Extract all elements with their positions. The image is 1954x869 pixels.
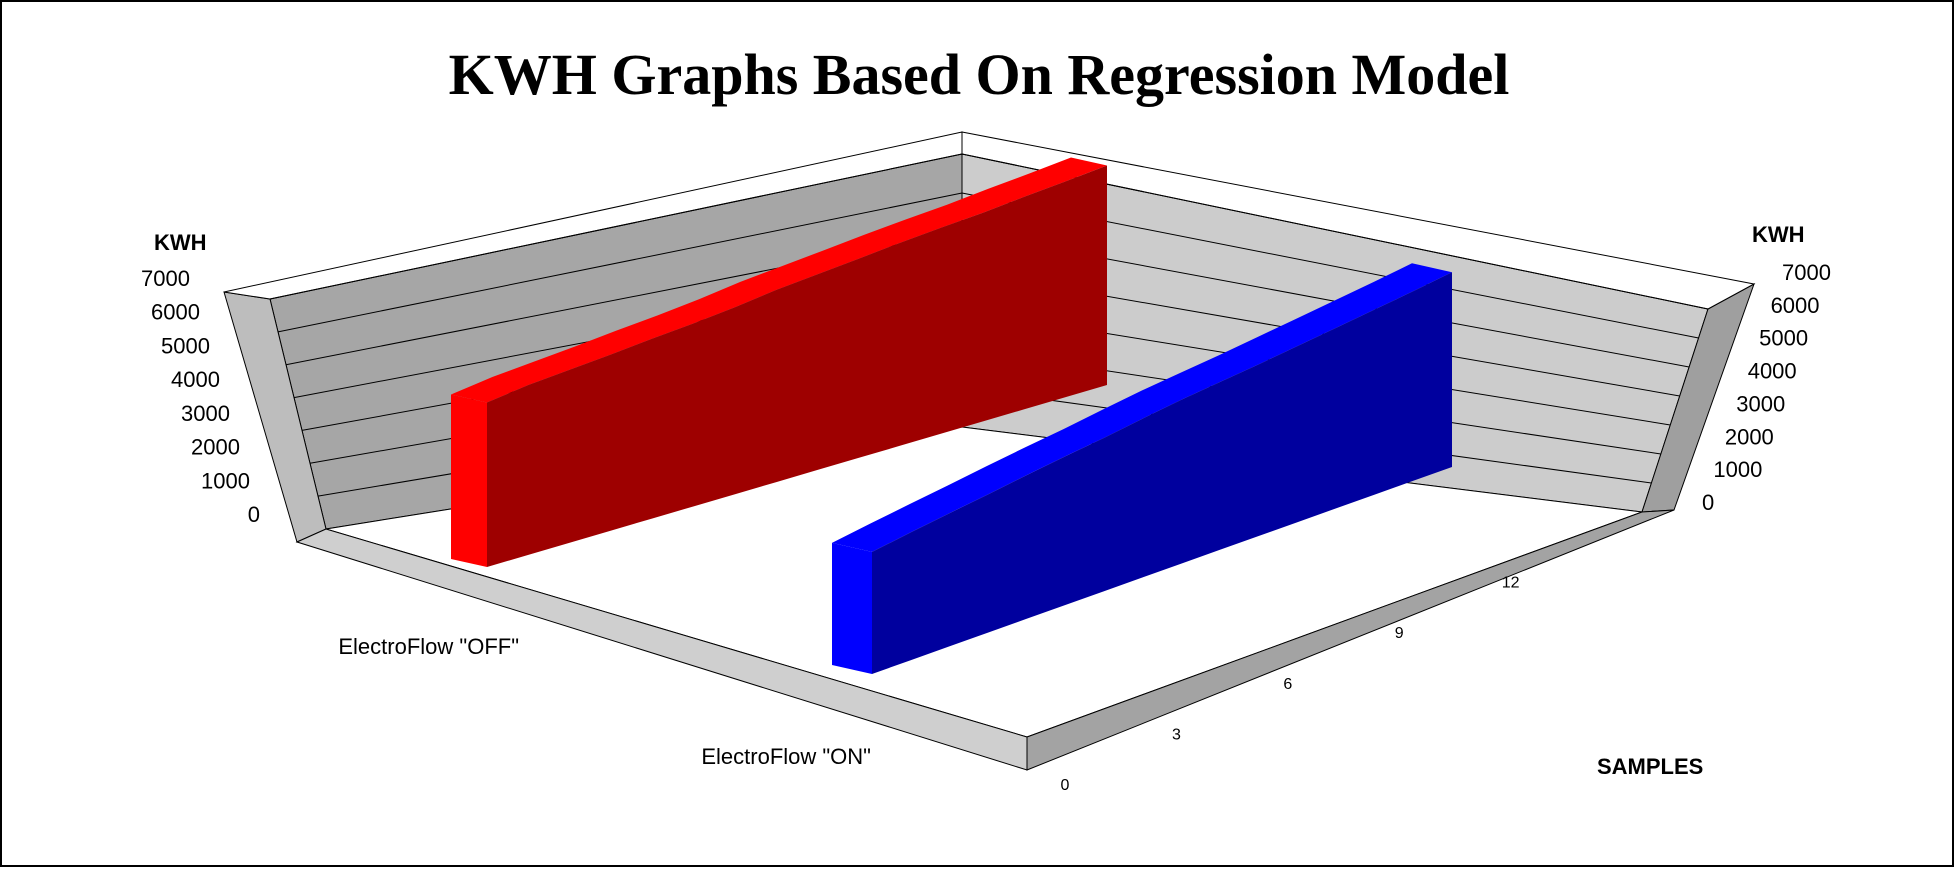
x-tick-label: 0 — [1061, 777, 1070, 794]
series-label-off: ElectroFlow "OFF" — [338, 634, 519, 659]
y-tick-label-left: 5000 — [161, 333, 210, 358]
x-ticks: 0 3 6 9 12 — [1061, 575, 1520, 794]
wall-gridline-left — [277, 192, 963, 333]
x-tick-label: 9 — [1395, 625, 1404, 642]
y-axis-label-left: KWH — [154, 230, 207, 255]
series-top-edge — [832, 263, 1452, 552]
series-end-cap — [832, 542, 872, 674]
y-tick-label-right: 2000 — [1725, 424, 1774, 449]
wall-gridline-left — [269, 153, 963, 300]
y-ticks-right: 0 1000 2000 3000 4000 5000 6000 7000 — [1702, 260, 1831, 515]
x-axis-label: SAMPLES — [1597, 754, 1703, 779]
y-tick-label-left: 2000 — [191, 435, 240, 460]
y-tick-label-right: 6000 — [1771, 293, 1820, 318]
y-tick-label-right: 0 — [1702, 490, 1714, 515]
y-tick-label-left: 0 — [248, 502, 260, 527]
series-end-cap — [451, 394, 487, 567]
y-tick-label-right: 4000 — [1748, 359, 1797, 384]
y-tick-label-right: 1000 — [1713, 457, 1762, 482]
y-ticks-left: 0 1000 2000 3000 4000 5000 6000 7000 — [141, 266, 260, 527]
series-front-face — [487, 165, 1107, 568]
front-right-base — [1026, 509, 1675, 771]
y-tick-label-left: 3000 — [181, 401, 230, 426]
series-ribbon — [832, 263, 1452, 674]
series-front-face — [872, 272, 1452, 674]
y-tick-label-right: 3000 — [1736, 391, 1785, 416]
series-ribbon — [451, 157, 1107, 568]
series-label-on: ElectroFlow "ON" — [701, 744, 871, 769]
y-tick-label-left: 4000 — [171, 367, 220, 392]
y-axis-label-right: KWH — [1752, 222, 1805, 247]
x-tick-label: 3 — [1172, 726, 1181, 743]
chart-title: KWH Graphs Based On Regression Model — [449, 42, 1510, 107]
y-tick-label-left: 6000 — [151, 300, 200, 325]
series-top-edge — [451, 157, 1107, 403]
y-tick-label-right: 7000 — [1782, 260, 1831, 285]
y-tick-label-right: 5000 — [1759, 326, 1808, 351]
y-tick-label-left: 7000 — [141, 266, 190, 291]
y-tick-label-left: 1000 — [201, 468, 250, 493]
x-tick-label: 6 — [1283, 676, 1292, 693]
series-layer — [451, 157, 1452, 674]
x-tick-label: 12 — [1502, 575, 1520, 592]
